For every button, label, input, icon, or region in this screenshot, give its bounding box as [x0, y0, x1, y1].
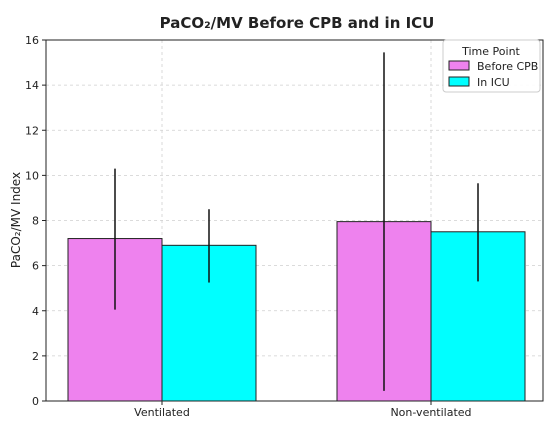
bar-in-icu-non-ventilated [430, 231, 526, 402]
legend-label-before-cpb: Before CPB [477, 60, 538, 73]
x-tick-label-ventilated: Ventilated [134, 406, 190, 419]
y-tick-label: 12 [25, 124, 39, 137]
error-bars [114, 52, 479, 391]
chart-title: PaCO₂/MV Before CPB and in ICU [160, 14, 435, 32]
legend-title: Time Point [461, 45, 520, 58]
bars [67, 221, 526, 402]
legend-swatch-in-icu [448, 76, 470, 87]
y-tick-label: 8 [32, 215, 39, 228]
y-tick-label: 16 [25, 34, 39, 47]
y-tick-label: 4 [32, 305, 39, 318]
legend-label-in-icu: In ICU [477, 76, 510, 89]
legend-swatch-before-cpb [448, 60, 470, 71]
x-tick-label-non-ventilated: Non-ventilated [390, 406, 471, 419]
y-tick-label: 14 [25, 79, 39, 92]
y-tick-label: 2 [32, 350, 39, 363]
y-tick-label: 0 [32, 395, 39, 408]
y-axis: 0 2 4 6 8 10 12 14 16 [25, 34, 46, 408]
y-tick-label: 6 [32, 260, 39, 273]
y-tick-label: 10 [25, 169, 39, 182]
y-axis-label: PaCO₂/MV Index [9, 172, 23, 268]
x-axis: Ventilated Non-ventilated [134, 401, 472, 419]
legend: Time Point Before CPB In ICU [442, 39, 541, 93]
